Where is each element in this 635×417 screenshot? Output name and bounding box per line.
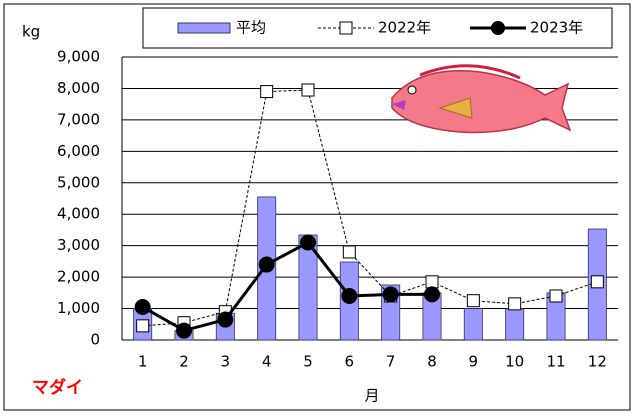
chart-frame	[3, 3, 631, 411]
x-tick-label: 4	[262, 353, 272, 371]
y-tick-label: 5,000	[57, 173, 100, 191]
marker	[301, 83, 315, 97]
marker	[508, 297, 522, 311]
x-tick-label: 5	[303, 353, 313, 371]
y-tick-label: 8,000	[57, 79, 100, 97]
marker	[424, 286, 440, 303]
y-tick-label: 6,000	[57, 142, 100, 160]
marker	[590, 275, 604, 289]
marker	[382, 286, 399, 303]
marker	[134, 298, 151, 315]
fish-illustration	[391, 64, 572, 134]
y-tick-label: 4,000	[57, 205, 100, 223]
legend-label: 平均	[236, 19, 266, 37]
marker	[300, 234, 316, 251]
marker	[217, 311, 234, 328]
legend-label: 2023年	[530, 19, 583, 37]
marker	[258, 256, 275, 273]
legend-marker	[491, 21, 505, 35]
legend-marker	[339, 21, 353, 35]
legend-swatch	[177, 22, 231, 34]
x-tick-label: 9	[469, 353, 479, 371]
y-tick-label: 9,000	[57, 48, 100, 66]
bar	[505, 308, 525, 341]
y-axis-label: kg	[22, 23, 40, 41]
x-tick-label: 1	[138, 353, 148, 371]
x-tick-label: 2	[179, 353, 189, 371]
x-tick-label: 12	[588, 353, 607, 371]
y-tick-label: 3,000	[57, 236, 100, 254]
line	[142, 89, 598, 327]
marker	[136, 319, 150, 333]
x-tick-label: 10	[505, 353, 524, 371]
x-tick-label: 6	[345, 353, 355, 371]
marker	[341, 287, 358, 304]
marker	[176, 322, 192, 339]
x-tick-label: 8	[427, 353, 437, 371]
x-tick-label: 11	[546, 353, 565, 371]
x-tick-label: 3	[221, 353, 231, 371]
x-tick-label: 7	[386, 353, 396, 371]
chart-title: マダイ	[32, 377, 83, 398]
y-tick-label: 2,000	[57, 268, 100, 286]
x-axis-label: 月	[364, 387, 379, 405]
legend-label: 2022年	[378, 19, 431, 37]
marker	[549, 289, 563, 303]
marker	[466, 294, 480, 308]
y-tick-label: 0	[90, 331, 100, 349]
marker	[342, 245, 356, 259]
marker	[260, 85, 274, 99]
marker	[425, 275, 439, 289]
y-tick-label: 1,000	[57, 299, 100, 317]
y-tick-label: 7,000	[57, 110, 100, 128]
bar	[463, 308, 483, 341]
